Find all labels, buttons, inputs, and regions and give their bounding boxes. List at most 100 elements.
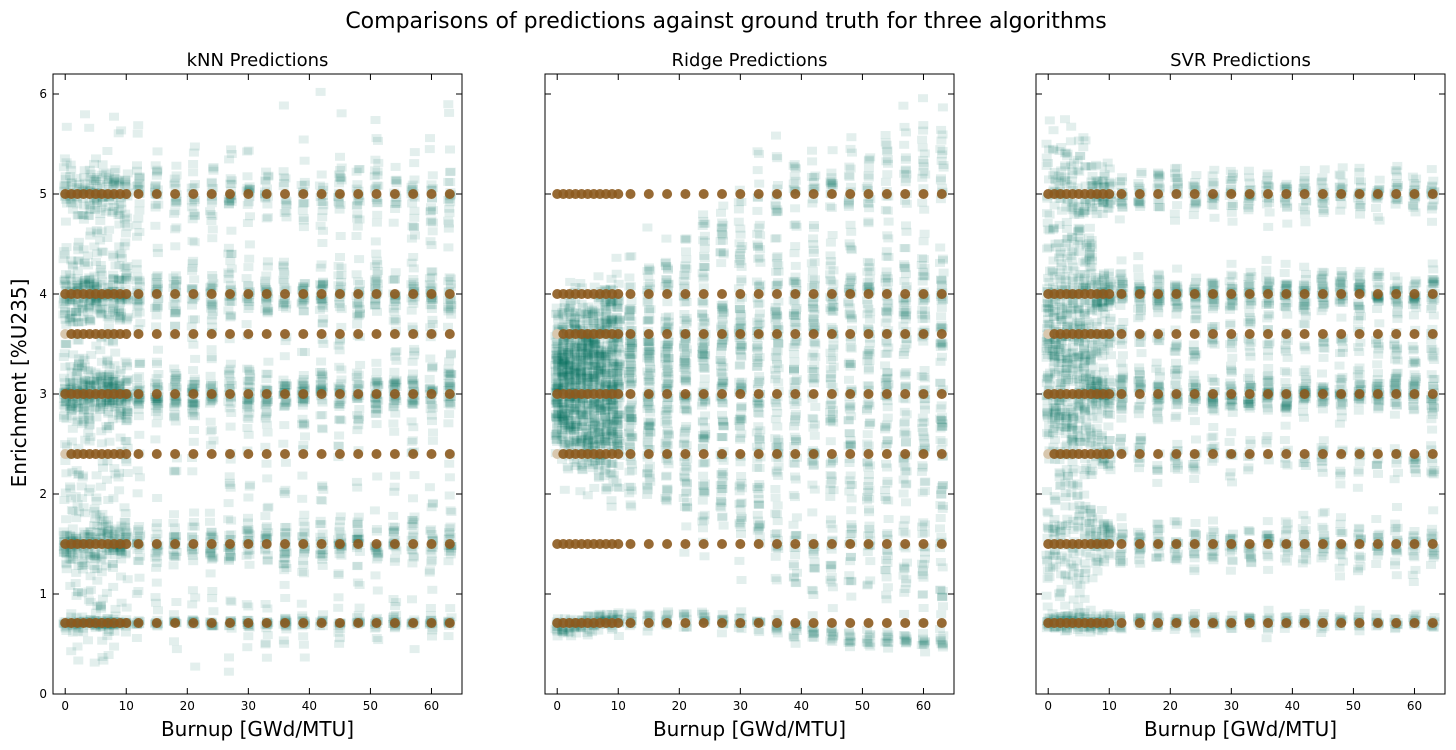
prediction-marker bbox=[135, 530, 145, 538]
prediction-marker bbox=[85, 317, 95, 325]
prediction-marker bbox=[279, 421, 289, 429]
prediction-marker bbox=[425, 569, 435, 577]
prediction-marker bbox=[645, 462, 655, 470]
prediction-marker bbox=[646, 305, 656, 313]
prediction-marker bbox=[372, 473, 382, 481]
prediction-marker bbox=[444, 109, 454, 117]
prediction-marker bbox=[242, 148, 252, 156]
prediction-marker bbox=[444, 632, 454, 640]
truth-point bbox=[353, 389, 363, 399]
prediction-marker bbox=[132, 634, 142, 642]
prediction-marker bbox=[625, 306, 635, 314]
prediction-marker bbox=[410, 471, 420, 479]
prediction-marker bbox=[426, 604, 436, 612]
truth-point bbox=[134, 539, 144, 549]
prediction-marker bbox=[316, 358, 326, 366]
prediction-marker bbox=[123, 169, 133, 177]
prediction-marker bbox=[353, 562, 363, 570]
prediction-marker bbox=[409, 345, 419, 353]
truth-point bbox=[225, 189, 235, 199]
truth-point bbox=[445, 618, 455, 628]
prediction-marker bbox=[626, 421, 636, 429]
prediction-marker bbox=[121, 629, 131, 637]
prediction-marker bbox=[244, 367, 254, 375]
prediction-marker bbox=[190, 412, 200, 420]
prediction-marker bbox=[226, 530, 236, 538]
prediction-marker bbox=[207, 345, 217, 353]
truth-point bbox=[243, 539, 253, 549]
prediction-marker bbox=[226, 312, 236, 320]
prediction-marker bbox=[445, 178, 455, 186]
prediction-marker bbox=[644, 265, 654, 273]
prediction-marker bbox=[370, 166, 380, 174]
prediction-marker bbox=[261, 524, 271, 532]
prediction-marker bbox=[279, 102, 289, 110]
prediction-marker bbox=[86, 351, 96, 359]
prediction-marker bbox=[172, 171, 182, 179]
prediction-marker bbox=[408, 300, 418, 308]
prediction-marker bbox=[243, 632, 253, 640]
prediction-marker bbox=[262, 474, 272, 482]
prediction-marker bbox=[699, 382, 709, 390]
prediction-marker bbox=[578, 466, 588, 474]
prediction-marker bbox=[170, 242, 180, 250]
prediction-marker bbox=[189, 426, 199, 434]
prediction-marker bbox=[682, 318, 692, 326]
prediction-marker bbox=[208, 225, 218, 233]
prediction-marker bbox=[187, 532, 197, 540]
prediction-marker bbox=[133, 121, 143, 129]
prediction-marker bbox=[335, 253, 345, 261]
prediction-marker bbox=[300, 530, 310, 538]
prediction-marker bbox=[428, 429, 438, 437]
prediction-marker bbox=[280, 352, 290, 360]
prediction-marker bbox=[661, 313, 671, 321]
prediction-marker bbox=[226, 598, 236, 606]
prediction-marker bbox=[172, 645, 182, 653]
prediction-marker bbox=[281, 379, 291, 387]
prediction-marker bbox=[263, 307, 273, 315]
truth-point bbox=[188, 329, 198, 339]
prediction-marker bbox=[226, 227, 236, 235]
panel-knn: kNN PredictionsBurnup [GWd/MTU]0 10 20 30 40… bbox=[39, 50, 462, 741]
prediction-marker bbox=[280, 209, 290, 217]
truth-point bbox=[280, 449, 290, 459]
prediction-marker bbox=[298, 632, 308, 640]
truth-point bbox=[408, 289, 418, 299]
prediction-marker bbox=[171, 162, 181, 170]
prediction-marker bbox=[615, 360, 625, 368]
prediction-marker bbox=[153, 346, 163, 354]
truth-point bbox=[152, 618, 162, 628]
truth-point bbox=[121, 539, 131, 549]
prediction-marker bbox=[443, 100, 453, 108]
prediction-marker bbox=[299, 371, 309, 379]
prediction-marker bbox=[390, 379, 400, 387]
truth-point bbox=[298, 449, 308, 459]
prediction-marker bbox=[355, 165, 365, 173]
truth-point bbox=[372, 289, 382, 299]
prediction-marker bbox=[108, 339, 118, 347]
y-tick-label: 3 bbox=[39, 387, 47, 401]
prediction-marker bbox=[245, 561, 255, 569]
truth-point bbox=[427, 449, 437, 459]
prediction-marker bbox=[108, 583, 118, 591]
prediction-marker bbox=[298, 561, 308, 569]
y-axis-label: Enrichment [%U235] bbox=[7, 279, 31, 488]
truth-point bbox=[427, 389, 437, 399]
prediction-marker bbox=[662, 298, 672, 306]
truth-point bbox=[170, 539, 180, 549]
prediction-marker bbox=[372, 219, 382, 227]
prediction-marker bbox=[151, 181, 161, 189]
prediction-marker bbox=[681, 522, 691, 530]
truth-point bbox=[121, 389, 131, 399]
truth-point bbox=[121, 289, 131, 299]
prediction-marker bbox=[317, 481, 327, 489]
prediction-marker bbox=[680, 435, 690, 443]
prediction-marker bbox=[123, 469, 133, 477]
prediction-marker bbox=[698, 481, 708, 489]
prediction-marker bbox=[426, 237, 436, 245]
prediction-marker bbox=[642, 611, 652, 619]
prediction-marker bbox=[426, 217, 436, 225]
prediction-marker bbox=[663, 441, 673, 449]
prediction-marker bbox=[188, 557, 198, 565]
prediction-marker bbox=[84, 124, 94, 132]
